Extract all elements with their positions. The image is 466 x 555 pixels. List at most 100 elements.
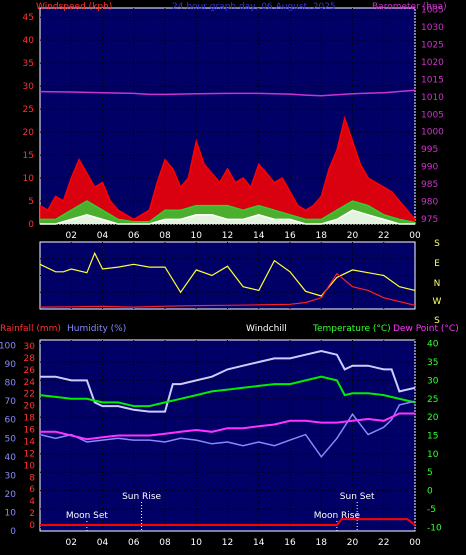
temperature-axis-label: Temperature (°C) [312,324,391,334]
wind-series-line [40,209,415,225]
direction-series-line [39,251,416,297]
humidity-y-tick-label: 20 [5,490,17,500]
wind-y-tick-label: 0 [28,220,34,230]
chart-title: 24 hour graph day, 06 August, 2025 [172,2,336,12]
barometer-y-tick-label: 1035 [421,6,444,16]
rain-y-tick-label: 22 [24,390,35,400]
wind-x-tick-label: 14 [253,231,265,241]
event-marker-label: Moon Rise [314,511,361,521]
humidity-y-tick-label: 50 [5,434,17,444]
wind-y-tick-label: 35 [23,59,34,69]
wind-y-tick-label: 15 [23,151,34,161]
temp-x-tick-label: 18 [316,538,328,548]
temp-x-tick-label: 12 [222,538,233,548]
wind-series-area [40,210,415,224]
temp-y-tick-label: 10 [427,450,439,460]
rain-y-tick-label: 0 [29,521,35,531]
wind-y-tick-label: 30 [23,82,35,92]
temp-y-tick-label: 30 [427,376,439,386]
rain-y-tick-label: 6 [29,485,35,495]
temp-x-tick-label: 20 [347,538,359,548]
temp-x-tick-label: 02 [66,538,77,548]
wind-x-tick-label: 06 [128,231,140,241]
wind-x-tick-label: 08 [159,231,171,241]
temp-y-tick-label: 5 [427,468,433,478]
barometer-y-tick-label: 985 [421,180,438,190]
temp-series-line [40,412,415,441]
wind-x-tick-label: 12 [222,231,233,241]
barometer-y-tick-label: 1005 [421,110,444,120]
temp-x-tick-label: 00 [409,538,421,548]
wind-x-tick-label: 22 [378,231,389,241]
barometer-y-tick-label: 980 [421,197,438,207]
humidity-y-tick-label: 0 [10,527,16,537]
compass-label: N [434,279,441,289]
temp-x-tick-label: 10 [191,538,203,548]
rain-y-tick-label: 24 [24,378,36,388]
temp-x-tick-label: 08 [159,538,171,548]
temp-x-tick-label: 04 [97,538,109,548]
wind-y-tick-label: 5 [28,197,34,207]
temp-y-tick-label: 20 [427,413,439,423]
temp-y-tick-label: -10 [427,523,442,533]
wind-series-line [39,115,416,221]
humidity-y-tick-label: 90 [5,360,17,370]
temp-series-line [39,375,416,408]
rain-y-tick-label: 28 [24,354,36,364]
temp-y-tick-label: 25 [427,395,438,405]
temp-series-line [39,400,416,459]
rain-y-tick-label: 30 [24,342,36,352]
event-marker-label: Moon Set [66,511,109,521]
humidity-y-tick-label: 80 [5,379,17,389]
barometer-y-tick-label: 1015 [421,75,444,85]
barometer-y-tick-label: 1020 [421,58,444,68]
wind-y-tick-label: 40 [23,36,35,46]
rain-y-tick-label: 2 [29,509,35,519]
wind-x-tick-label: 00 [409,231,421,241]
event-marker-label: Sun Set [340,492,375,502]
compass-label: S [434,239,440,249]
temp-x-tick-label: 16 [284,538,296,548]
wind-series-line [40,200,416,224]
barometer-y-tick-label: 1010 [421,93,444,103]
barometer-y-tick-label: 1000 [421,128,444,138]
wind-y-tick-label: 25 [23,105,34,115]
humidity-y-tick-label: 60 [5,416,17,426]
temp-x-tick-label: 22 [378,538,389,548]
rain-y-tick-label: 20 [24,402,36,412]
rain-y-tick-label: 12 [24,449,35,459]
windchill-axis-label: Windchill [246,324,287,334]
compass-label: S [434,316,440,326]
temp-x-tick-label: 14 [253,538,265,548]
wind-series-line [39,89,416,97]
rain-y-tick-label: 4 [29,497,35,507]
wind-x-tick-label: 16 [284,231,296,241]
wind-y-tick-label: 45 [23,13,34,23]
barometer-y-tick-label: 975 [421,215,438,225]
rainfall-axis-label: Rainfall (mm) [0,324,61,334]
barometer-axis-label: Barometer (hpa) [372,2,447,12]
wind-x-tick-label: 10 [191,231,203,241]
barometer-y-tick-label: 1025 [421,41,444,51]
humidity-axis-label: Humidity (%) [67,324,126,334]
humidity-y-tick-label: 10 [5,508,17,518]
temp-y-tick-label: 15 [427,432,438,442]
wind-y-tick-label: 10 [23,174,35,184]
wind-x-tick-label: 02 [66,231,77,241]
wind-x-tick-label: 18 [316,231,328,241]
humidity-y-tick-label: 30 [5,471,17,481]
rain-y-tick-label: 18 [24,414,36,424]
wind-y-axis-label: Windspeed (kph) [36,2,112,12]
temp-y-tick-label: 0 [427,487,433,497]
direction-series-line [39,272,416,308]
temp-y-tick-label: 40 [427,340,439,350]
wind-x-tick-label: 20 [347,231,359,241]
barometer-y-tick-label: 1030 [421,23,444,33]
compass-label: E [434,259,440,269]
barometer-y-tick-label: 995 [421,145,438,155]
humidity-y-tick-label: 70 [5,397,17,407]
humidity-y-tick-label: 100 [0,342,16,352]
compass-label: W [433,297,442,307]
